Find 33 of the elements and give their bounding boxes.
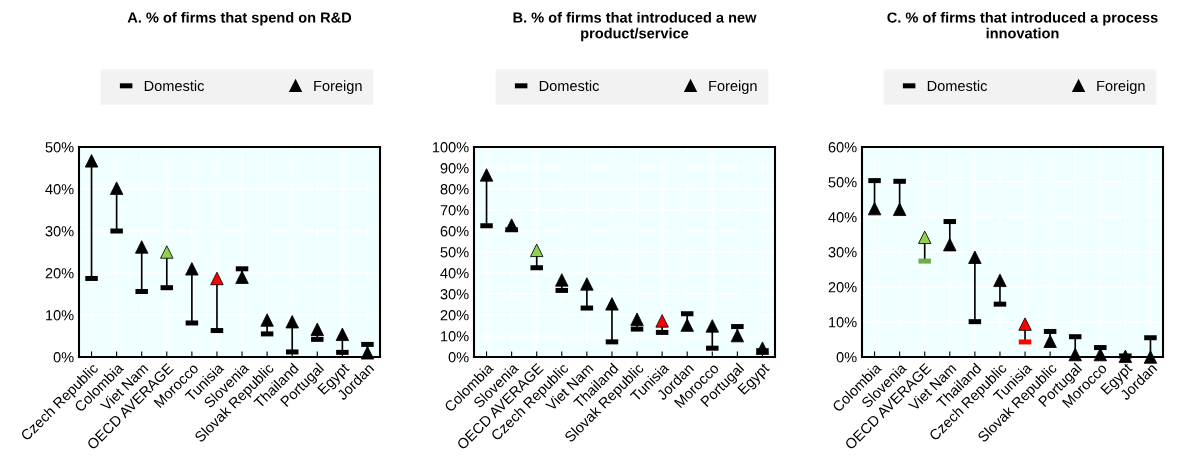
y-tick-label: 80% <box>440 184 469 195</box>
y-tick-label: 0% <box>448 352 469 363</box>
y-tick-label: 10% <box>829 317 857 328</box>
chart-title: B. % of firms that introduced a new product/service <box>513 12 757 42</box>
y-tick-label: 50% <box>828 177 857 188</box>
y-tick-label: 40% <box>828 212 857 223</box>
y-tick-label: 0% <box>836 352 857 363</box>
y-tick-label: 10% <box>441 331 469 342</box>
y-tick-label: 30% <box>828 247 857 258</box>
y-tick-label: 20% <box>440 310 469 321</box>
legend-label: Foreign <box>314 80 362 94</box>
y-tick-label: 90% <box>440 163 469 174</box>
y-tick-label: 30% <box>440 289 469 300</box>
y-tick-label: 20% <box>828 282 857 293</box>
legend-label: Foreign <box>1097 80 1145 94</box>
y-tick-label: 40% <box>440 268 469 279</box>
legend-label: Domestic <box>539 80 600 92</box>
y-tick-label: 0% <box>53 352 74 363</box>
y-tick-label: 10% <box>46 310 74 321</box>
legend-label: Domestic <box>927 80 988 92</box>
y-tick-label: 20% <box>45 268 74 279</box>
legend-label: Domestic <box>144 80 205 92</box>
y-tick-label: 60% <box>440 226 469 237</box>
y-tick-label: 30% <box>45 226 74 237</box>
y-tick-label: 60% <box>828 142 857 153</box>
y-tick-label: 100% <box>432 142 469 153</box>
y-tick-label: 70% <box>440 205 469 216</box>
chart-title: A. % of firms that spend on R&D <box>127 12 352 26</box>
legend-label: Foreign <box>709 80 757 94</box>
y-tick-label: 50% <box>440 247 469 258</box>
y-tick-label: 40% <box>45 184 74 195</box>
y-tick-label: 50% <box>45 142 74 153</box>
chart-title: C. % of firms that introduced a process innovation <box>887 12 1158 39</box>
